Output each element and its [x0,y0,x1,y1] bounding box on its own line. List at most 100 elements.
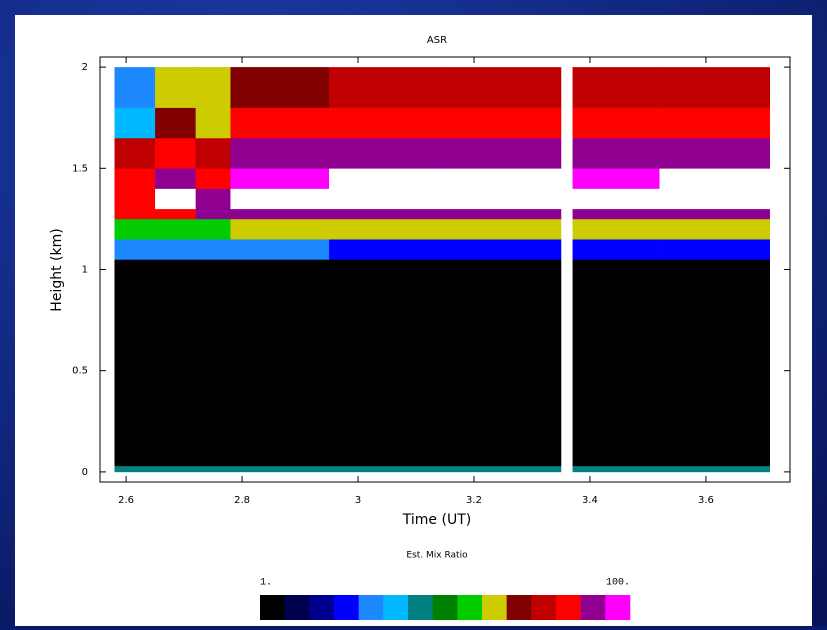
heat-cell [195,465,231,473]
heat-cell [329,239,446,260]
x-tick-label: 3.4 [582,495,598,506]
y-tick-label: 1 [82,265,88,276]
heat-cell [572,107,660,139]
colorbar-swatch [580,595,606,620]
heat-cell [572,67,660,108]
heat-cell [329,218,446,240]
x-tick-label: 3.6 [698,495,714,506]
x-tick-label: 2.6 [118,495,134,506]
colorbar-swatch [457,595,483,620]
colorbar-swatch [556,595,581,620]
colorbar-swatch [506,595,532,620]
colorbar-swatch [260,595,285,620]
chart-title: ASR [427,35,447,46]
heat-cell [329,137,446,169]
heat-cell [114,465,156,473]
x-tick-label: 3 [355,495,361,506]
heat-cell [230,107,330,139]
heat-cell [195,188,231,210]
y-tick-label: 0.5 [72,366,88,377]
heat-cell [659,107,771,139]
heat-cell [572,239,660,260]
heat-cell [230,259,330,467]
heat-cell [114,107,156,139]
heat-cell [155,218,196,240]
heat-cell [445,168,562,189]
heat-cell [445,137,562,169]
colorbar-swatch [605,595,631,620]
heat-cell [230,239,330,260]
heat-cell [114,188,156,210]
heat-cell [155,239,196,260]
heat-cell [572,137,660,169]
heat-cell [195,208,231,220]
heat-cell [329,67,446,108]
heat-cell [445,188,562,210]
heat-cell [155,188,196,210]
heat-cell [114,137,156,169]
heat-cell [659,208,771,220]
heat-cell [329,259,446,467]
heat-cell [195,239,231,260]
colorbar-swatch [531,595,557,620]
heat-cell [659,465,771,473]
heat-cell [445,107,562,139]
heat-cell [230,188,330,210]
y-tick-label: 0 [82,467,88,478]
heat-cell [230,218,330,240]
y-tick-label: 1.5 [72,163,88,174]
colorbar-label: Est. Mix Ratio [406,551,468,561]
heat-cell [155,259,196,467]
heat-cell [230,137,330,169]
heat-cell [155,208,196,220]
heat-cell [445,218,562,240]
heat-cell [659,218,771,240]
heat-cell [195,218,231,240]
heatmap [114,67,771,473]
heat-cell [329,188,446,210]
colorbar-swatch [383,595,409,620]
heat-cell [195,259,231,467]
heat-cell [230,67,330,108]
colorbar-swatch [284,595,310,620]
colorbar-tick-label: 100. [606,578,630,589]
heat-cell [445,239,562,260]
y-tick-label: 2 [82,62,88,73]
heat-cell [572,218,660,240]
heat-cell [329,107,446,139]
colorbar-swatch [334,595,359,620]
heat-cell [195,107,231,139]
x-axis-label: Time (UT) [402,512,471,528]
heat-cell [230,465,330,473]
colorbar-swatch [408,595,433,620]
heat-cell [114,239,156,260]
heat-cell [445,259,562,467]
heat-cell [659,168,771,189]
heat-cell [155,107,196,139]
heat-cell [445,208,562,220]
heat-cell [230,208,330,220]
heat-cell [114,208,156,220]
heat-cell [572,465,660,473]
heat-cell [659,259,771,467]
heat-cell [572,208,660,220]
heat-cell [329,168,446,189]
heat-cell [659,239,771,260]
heat-cell [572,188,660,210]
heat-cell [659,67,771,108]
heat-cell [155,168,196,189]
heat-cell [195,137,231,169]
heat-cell [114,168,156,189]
x-tick-label: 3.2 [466,495,482,506]
heat-cell [445,465,562,473]
colorbar-swatch [432,595,458,620]
heat-cell [114,259,156,467]
heat-cell [195,67,231,108]
colorbar-swatch [358,595,384,620]
heat-cell [572,259,660,467]
y-axis-label: Height (km) [49,228,65,311]
heat-cell [155,465,196,473]
heat-cell [114,218,156,240]
